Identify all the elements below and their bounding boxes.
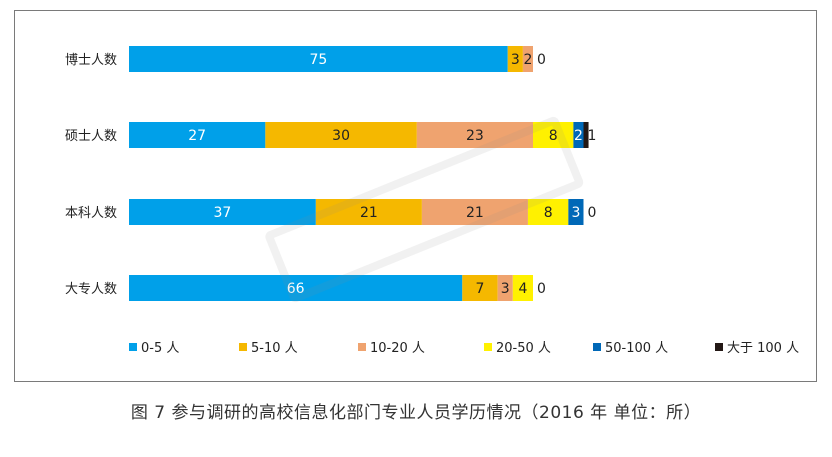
bar-segment: [421, 199, 528, 225]
data-label: 23: [466, 128, 484, 144]
data-label: 3: [501, 281, 510, 297]
legend-swatch: [129, 343, 137, 351]
data-label: 3: [571, 205, 580, 221]
legend-swatch: [593, 343, 601, 351]
legend-label: 50-100 人: [605, 341, 668, 356]
chart-frame: 博士人数 75 3 2 0 硕士人数 27 30 23 8 2 1 本科人数 37 21 21 8 3 0 大专人数 6…: [14, 10, 817, 382]
data-label: 8: [544, 205, 553, 221]
data-label: 0: [588, 205, 597, 221]
data-label: 0: [537, 281, 546, 297]
bar-segment: [416, 122, 533, 148]
bar-segment: [527, 199, 569, 225]
legend-label: 0-5 人: [141, 341, 179, 356]
bar-segment: [129, 275, 463, 301]
category-label: 本科人数: [65, 206, 117, 221]
data-label: 2: [574, 128, 583, 144]
bar-segment: [507, 46, 523, 72]
bar-segment: [512, 275, 533, 301]
data-label: 4: [518, 281, 527, 297]
legend-swatch: [239, 343, 247, 351]
bar-segment: [573, 122, 584, 148]
category-label: 硕士人数: [65, 129, 117, 144]
data-label: 21: [466, 205, 484, 221]
bar-segment: [129, 46, 508, 72]
bar-segment: [129, 199, 316, 225]
data-label: 7: [476, 281, 485, 297]
legend-swatch: [715, 343, 723, 351]
data-label: 0: [537, 52, 546, 68]
bar-segment: [129, 122, 266, 148]
data-label: 37: [214, 205, 232, 221]
bar-segment: [583, 122, 589, 148]
bar-segment: [533, 122, 574, 148]
legend-swatch: [484, 343, 492, 351]
data-label: 21: [360, 205, 378, 221]
legend-label: 5-10 人: [251, 341, 298, 356]
category-label: 大专人数: [65, 282, 117, 297]
bar-segment: [497, 275, 513, 301]
data-label: 3: [511, 52, 520, 68]
data-label: 27: [188, 128, 206, 144]
legend-swatch: [358, 343, 366, 351]
category-label: 博士人数: [65, 53, 117, 68]
data-label: 75: [309, 52, 327, 68]
bar-segment: [568, 199, 584, 225]
data-label: 8: [549, 128, 558, 144]
data-label: 2: [523, 52, 532, 68]
legend-label: 大于 100 人: [727, 341, 799, 356]
bar-segment: [315, 199, 422, 225]
bar-segment: [462, 275, 498, 301]
figure-caption: 图 7 参与调研的高校信息化部门专业人员学历情况（2016 年 单位：所）: [130, 403, 702, 423]
data-label: 30: [332, 128, 350, 144]
bar-segment: [522, 46, 533, 72]
legend-label: 20-50 人: [496, 341, 551, 356]
data-label: 66: [287, 281, 305, 297]
data-label: 1: [588, 128, 597, 144]
bar-segment: [265, 122, 417, 148]
legend-label: 10-20 人: [370, 341, 425, 356]
